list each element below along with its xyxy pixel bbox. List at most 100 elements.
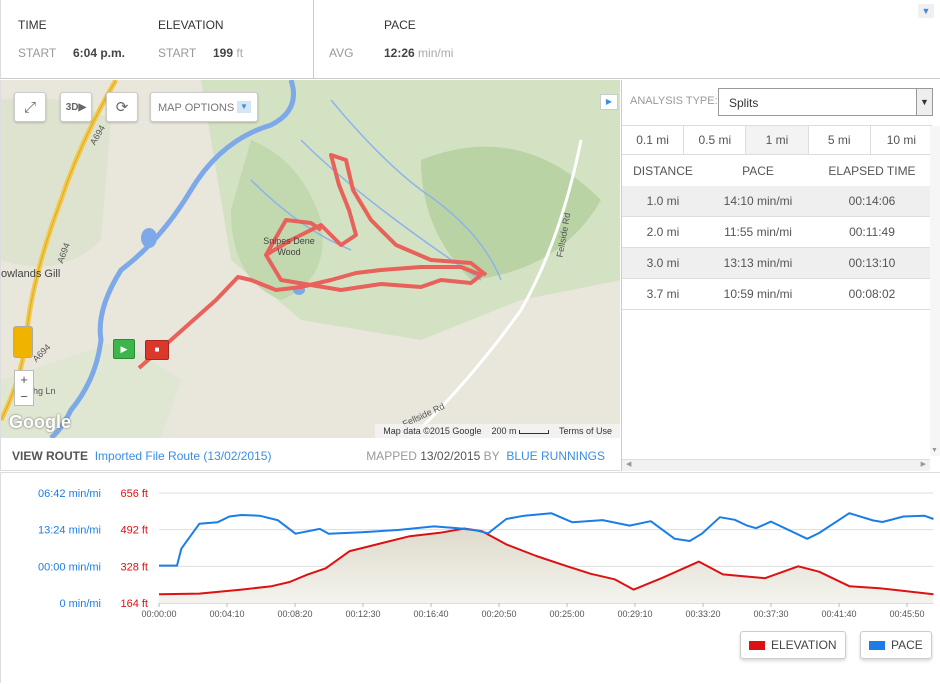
tab-1-mi[interactable]: 1 mi [746,126,809,154]
divider [313,0,314,78]
elevation-area [159,528,934,603]
splits-table: DISTANCE PACE ELAPSED TIME 1.0 mi 14:10 m… [622,156,932,310]
pace-value: 12:26 [384,46,415,60]
scroll-right-icon[interactable]: ▶ [920,461,926,468]
cell-pace: 13:13 min/mi [723,256,793,270]
panel-toggle-icon[interactable]: ▶ [600,94,618,110]
x-tick-label: 00:33:20 [685,609,720,619]
table-row: 3.0 mi 13:13 min/mi 00:13:10 [622,248,932,279]
elevation-tick-label: 328 ft [120,561,148,573]
field-area [1,340,181,438]
chart-canvas: 164 ft 0 min/mi 328 ft 00:00 min/mi 492 ft 13… [38,488,934,619]
road-fellside [409,139,583,438]
header-elapsed: ELAPSED TIME [828,164,916,178]
view-route-label: VIEW ROUTE [12,449,89,463]
woodland-area [231,140,323,300]
analysis-type-value: Splits [729,96,759,110]
map-options-dropdown[interactable]: MAP OPTIONS ▼ [150,92,258,122]
cell-elapsed: 00:11:49 [849,225,895,239]
cell-elapsed: 00:14:06 [848,194,896,208]
cell-distance: 2.0 mi [646,225,680,239]
pace-tick-label: 00:00 min/mi [38,561,101,573]
x-tick-label: 00:12:30 [345,609,380,619]
table-row: 3.7 mi 10:59 min/mi 00:08:02 [622,279,932,310]
route-name-link[interactable]: Imported File Route (13/02/2015) [94,449,272,463]
chevron-down-icon: ▼ [916,89,932,115]
elevation-tick-label: 656 ft [120,488,148,500]
legend-pace[interactable]: PACE [860,631,932,659]
split-interval-tabs: 0.1 mi 0.5 mi 1 mi 5 mi 10 mi [622,125,932,155]
time-start-value: 6:04 p.m. [73,46,126,60]
woodland-area [421,146,601,280]
elevation-unit: ft [236,46,244,60]
map-options-label: MAP OPTIONS [158,102,235,114]
pace-tick-label: 13:24 min/mi [38,525,101,537]
x-tick-label: 00:04:10 [209,609,244,619]
x-tick-label: 00:29:10 [617,609,652,619]
summary-header: TIME START 6:04 p.m. ELEVATION START 199… [0,0,940,79]
elevation-start-label: START [158,46,197,60]
vertical-scrollbar[interactable]: ▼ [930,126,940,456]
start-marker-icon[interactable]: ▶ [113,339,135,359]
map-data-text: Map data ©2015 Google [383,426,482,436]
mapped-info: MAPPED 13/02/2015 BY BLUE RUNNINGS [366,449,605,463]
map-label-wood: Snipes Dene Wood [263,236,315,257]
tab-10-mi[interactable]: 10 mi [886,133,917,147]
analysis-type-select[interactable]: Splits ▼ [718,88,933,116]
mapped-label: MAPPED [366,449,417,463]
street-view-pegman-icon[interactable] [13,326,33,358]
scroll-left-icon[interactable]: ◀ [626,461,632,468]
tab-0-1-mi[interactable]: 0.1 mi [622,126,685,154]
table-row: 2.0 mi 11:55 min/mi 00:11:49 [622,217,932,248]
cell-pace: 14:10 min/mi [723,194,793,208]
3d-view-button[interactable]: 3D ▶ [60,92,92,122]
terms-link[interactable]: Terms of Use [558,426,612,436]
pace-line [159,512,934,567]
x-tick-label: 00:25:00 [549,609,584,619]
zoom-in-button[interactable]: + [20,372,28,387]
tab-0-5-mi[interactable]: 0.5 mi [684,126,747,154]
elevation-tick-label: 164 ft [120,598,148,610]
chevron-down-icon: ▼ [237,101,251,113]
legend-elevation[interactable]: ELEVATION [740,631,846,659]
cell-elapsed: 00:13:10 [848,256,896,270]
mapped-date: 13/02/2015 [420,449,481,463]
table-row: 1.0 mi 14:10 min/mi 00:14:06 [622,186,932,217]
horizontal-scrollbar[interactable]: ◀ ▶ [622,459,930,471]
elevation-pace-chart: 164 ft 0 min/mi 328 ft 00:00 min/mi 492 ft 13… [0,472,940,683]
legend-label: ELEVATION [771,638,837,652]
map-canvas [1,80,620,438]
elevation-line [158,527,934,596]
legend-label: PACE [891,638,923,652]
author-link[interactable]: BLUE RUNNINGS [506,449,605,463]
x-tick-label: 00:41:40 [821,609,856,619]
map-label-place: owlands Gill [1,268,61,280]
3d-label: 3D [65,101,79,113]
elevation-tick-label: 492 ft [120,525,148,537]
cell-distance: 3.0 mi [646,256,680,270]
cell-distance: 1.0 mi [646,194,680,208]
google-logo: Google [9,412,71,432]
route-map[interactable]: ⤢ 3D ▶ ⟳ MAP OPTIONS ▼ Snipes Dene Wood A6… [0,80,620,438]
pace-label: PACE [384,18,416,32]
fullscreen-icon[interactable]: ⤢ [14,92,46,122]
map-scale: 200 m [491,426,549,436]
table-header: DISTANCE PACE ELAPSED TIME [622,156,932,186]
analysis-panel: ▶ ANALYSIS TYPE: Splits ▼ 0.1 mi 0.5 mi 1… [600,80,940,471]
x-tick-label: 00:20:50 [481,609,516,619]
zoom-control[interactable]: + − [14,370,34,406]
pace-avg-value: 12:26 min/mi [384,46,453,60]
zoom-out-button[interactable]: − [20,389,28,404]
time-label: TIME [18,18,47,32]
header-distance: DISTANCE [633,164,693,178]
scroll-down-icon[interactable]: ▼ [931,447,938,454]
collapse-chevron-icon[interactable]: ▼ [918,4,934,18]
x-tick-label: 00:08:20 [277,609,312,619]
finish-marker-icon[interactable]: ■ [145,340,169,360]
tab-5-mi[interactable]: 5 mi [809,126,871,154]
x-tick-label: 00:37:30 [753,609,788,619]
x-tick-label: 00:45:50 [889,609,924,619]
elevation-start-value: 199 ft [213,46,243,60]
rotate-icon[interactable]: ⟳ [106,92,138,122]
pace-tick-label: 0 min/mi [59,598,101,610]
